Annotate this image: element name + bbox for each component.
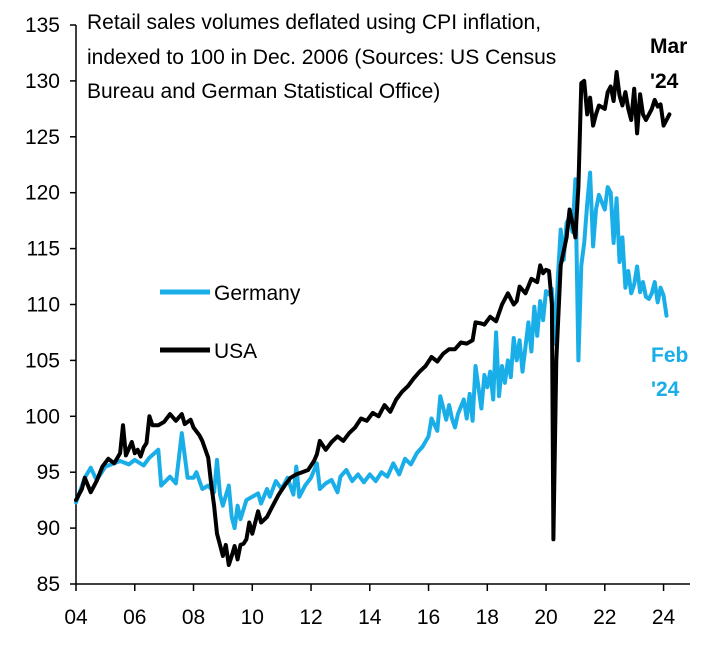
y-tick-label: 90 bbox=[37, 517, 60, 540]
series-lines bbox=[74, 70, 672, 567]
y-tick-label: 125 bbox=[25, 126, 60, 149]
end-label-germany-line-1: Feb bbox=[651, 344, 688, 367]
x-tick-label: 24 bbox=[652, 606, 676, 629]
y-tick-label: 135 bbox=[25, 14, 60, 37]
x-tick-label: 08 bbox=[182, 606, 205, 629]
y-tick-label: 100 bbox=[25, 405, 60, 428]
series-line-germany bbox=[74, 170, 669, 531]
x-tick-label: 20 bbox=[534, 606, 557, 629]
y-tick-label: 105 bbox=[25, 349, 60, 372]
chart-title: Retail sales volumes deflated using CPI … bbox=[87, 11, 556, 103]
y-tick-label: 85 bbox=[37, 573, 60, 596]
x-tick-label: 06 bbox=[123, 606, 146, 629]
end-label-usa-line-2: '24 bbox=[650, 70, 679, 93]
y-tick-label: 130 bbox=[25, 70, 60, 93]
end-label-usa-line-1: Mar bbox=[650, 35, 687, 58]
y-tick-label: 110 bbox=[27, 294, 60, 317]
axes bbox=[70, 24, 690, 591]
title-line-2: indexed to 100 in Dec. 2006 (Sources: US… bbox=[87, 46, 556, 69]
end-label-germany-line-2: '24 bbox=[651, 378, 680, 401]
series-line-usa bbox=[74, 70, 672, 567]
end-labels: Mar '24 Feb '24 bbox=[650, 35, 688, 401]
x-tick-label: 10 bbox=[241, 606, 264, 629]
x-tick-label: 18 bbox=[476, 606, 499, 629]
x-tick-labels: 04 06 08 10 12 14 16 18 20 22 24 bbox=[64, 606, 675, 629]
legend-label-usa: USA bbox=[214, 340, 257, 363]
legend: Germany USA bbox=[160, 282, 301, 363]
y-tick-label: 115 bbox=[27, 238, 60, 261]
y-tick-label: 95 bbox=[37, 461, 60, 484]
y-tick-labels: 85 90 95 100 105 110 115 120 125 130 135 bbox=[25, 14, 60, 596]
x-tick-label: 22 bbox=[593, 606, 616, 629]
x-tick-label: 12 bbox=[299, 606, 322, 629]
title-line-3: Bureau and German Statistical Office) bbox=[87, 80, 440, 103]
legend-label-germany: Germany bbox=[214, 282, 301, 305]
y-tick-label: 120 bbox=[25, 182, 60, 205]
title-line-1: Retail sales volumes deflated using CPI … bbox=[87, 11, 541, 34]
x-tick-label: 16 bbox=[417, 606, 440, 629]
x-tick-label: 14 bbox=[358, 606, 382, 629]
x-tick-label: 04 bbox=[64, 606, 88, 629]
